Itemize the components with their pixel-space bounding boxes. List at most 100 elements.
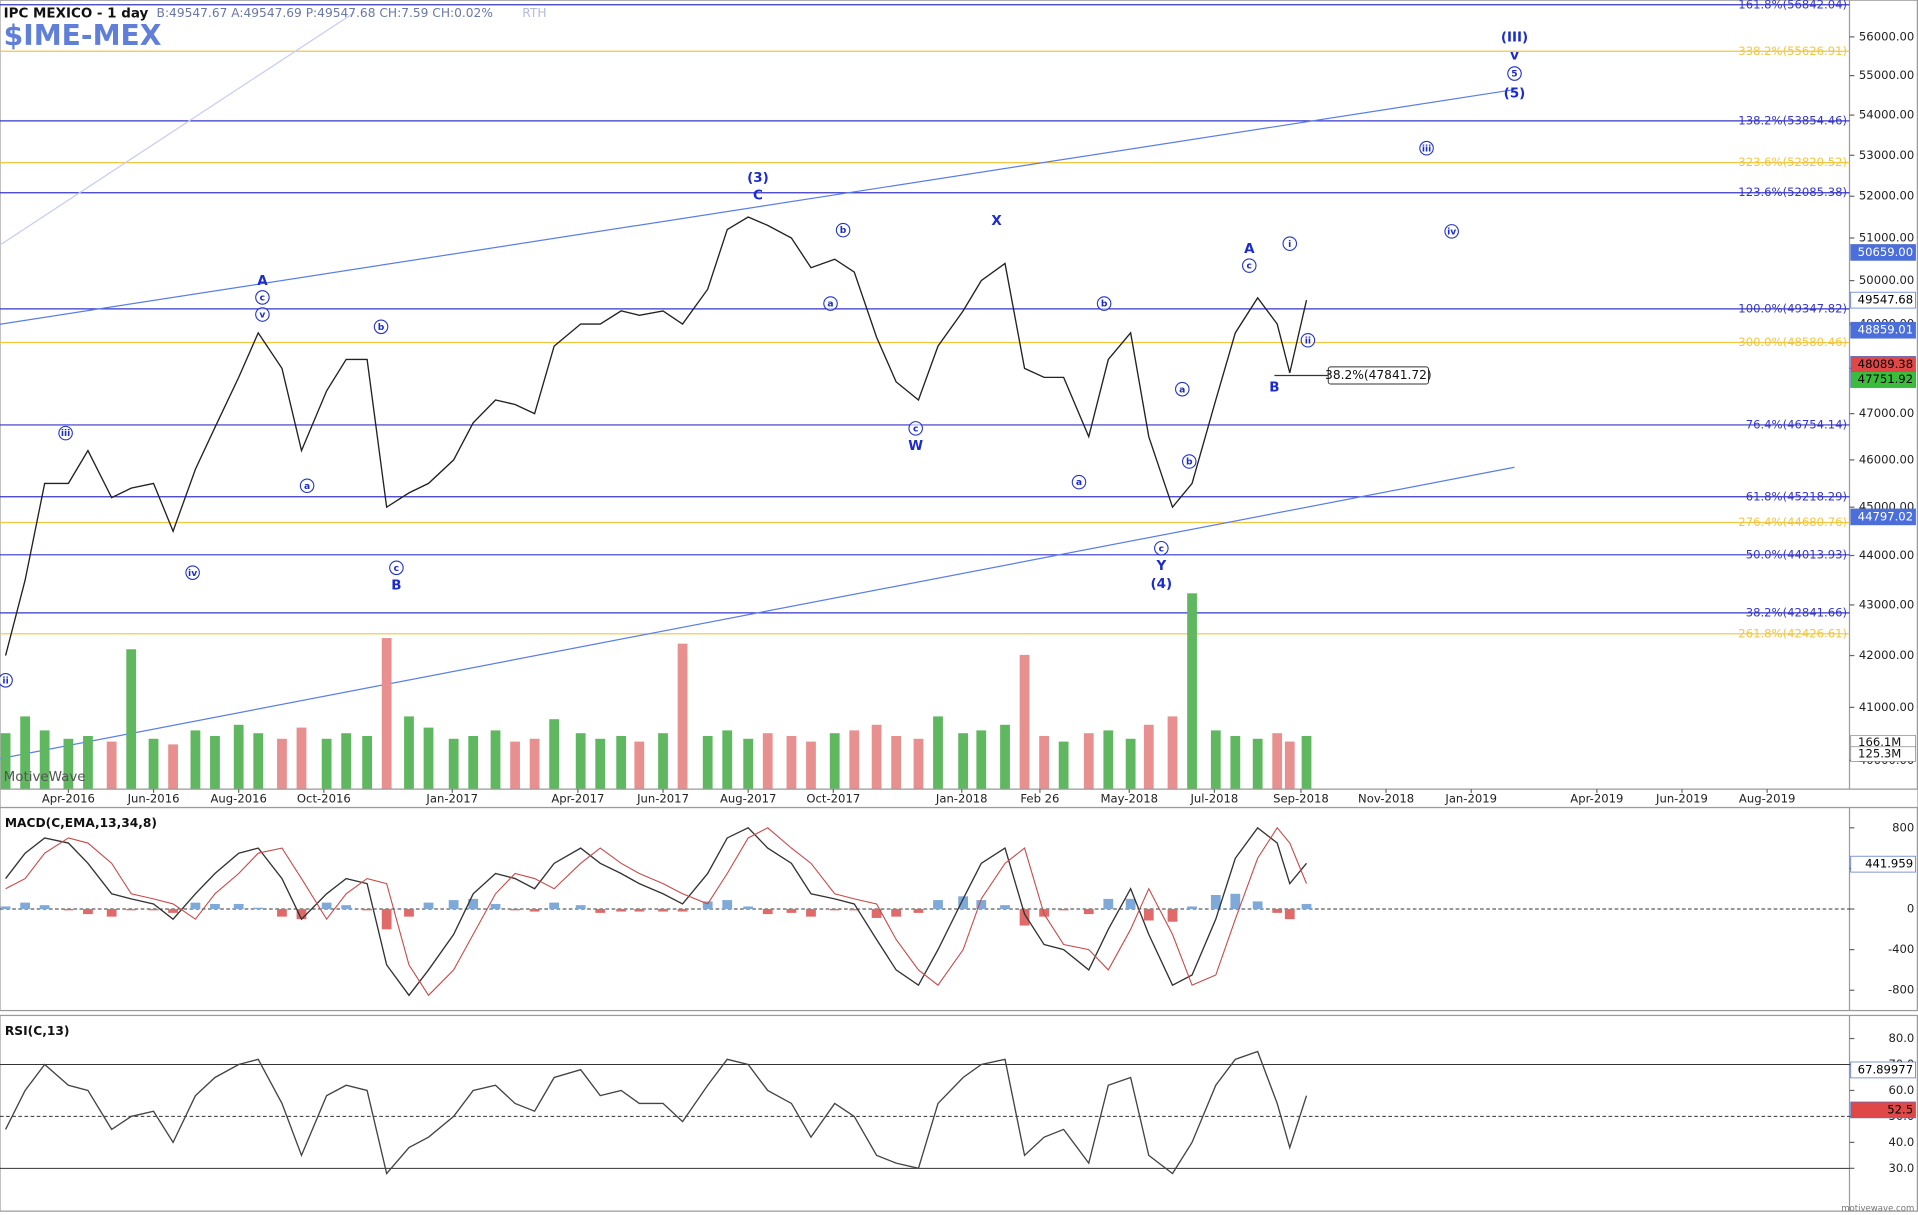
volume-bar (381, 638, 392, 790)
histogram-bar (106, 909, 117, 917)
wave-label: i (1288, 239, 1291, 250)
histogram-bar (1252, 901, 1263, 910)
volume-bar (168, 744, 178, 790)
wave-label: iv (1447, 226, 1456, 237)
fib-level-label: 161.8%(56842.04) (1738, 0, 1847, 11)
wave-label: c (913, 423, 918, 434)
histogram-bar (83, 909, 93, 915)
price-tag (1850, 1061, 1916, 1079)
y-tick-label: 800 (1892, 820, 1914, 834)
histogram-bar (490, 903, 501, 910)
y-tick-label: 43000.00 (1859, 597, 1914, 611)
y-tick-label: 30.0 (1888, 1161, 1914, 1175)
histogram-bar (362, 909, 373, 911)
volume-bar (1252, 738, 1263, 790)
y-tick-label: 47000.00 (1859, 406, 1914, 420)
wave-label: b (1186, 457, 1193, 468)
y-tick-label: -800 (1888, 983, 1914, 997)
wave-label: v (259, 310, 265, 321)
y-tick-label: 0 (1907, 902, 1914, 916)
wave-circle (1071, 474, 1087, 490)
volume-bar (933, 716, 943, 790)
trend-line (0, 466, 1515, 760)
volume-bar (490, 730, 501, 790)
histogram-bar (341, 905, 352, 910)
histogram-bar (423, 902, 434, 910)
histogram-bar (722, 900, 733, 910)
x-tick-label: Apr-2016 (42, 791, 95, 805)
fib-level-label: 300.0%(48580.46) (1738, 335, 1847, 349)
wave-label: a (1179, 384, 1185, 395)
volume-bar (1167, 716, 1178, 790)
wave-circle (1154, 540, 1169, 556)
volume-bar (341, 733, 352, 790)
volume-bar (0, 733, 11, 790)
wave-label: iii (61, 428, 70, 439)
histogram-bar (468, 898, 479, 910)
x-tick-label: Jan-2019 (1444, 791, 1497, 805)
wave-circle (255, 290, 270, 305)
quote-line: B:49547.67 A:49547.69 P:49547.68 CH:7.59… (157, 6, 493, 20)
wave-circle (835, 222, 851, 238)
volume-bar (1083, 733, 1094, 790)
wave-label: W (908, 439, 923, 454)
wave-label: b (840, 225, 847, 236)
wave-circle (1096, 296, 1112, 311)
histogram-bar (829, 909, 840, 911)
histogram-bar (63, 909, 74, 911)
wave-circle (0, 673, 13, 688)
wave-label: a (304, 481, 310, 492)
volume-tag-label: 166.1M (1858, 735, 1901, 749)
volume-bar (762, 733, 773, 790)
histogram-bar (1058, 909, 1069, 911)
y-tick-label: 55000.00 (1859, 68, 1914, 82)
trend-line (0, 11, 355, 246)
y-tick-label: 40.0 (1888, 1135, 1914, 1149)
wave-circle (389, 560, 404, 576)
wave-label: 5 (1511, 69, 1517, 80)
histogram-bar (575, 905, 586, 910)
volume-tag-label: 125.3M (1858, 747, 1901, 761)
volume-bar (510, 741, 520, 790)
volume-bar (296, 727, 307, 790)
volume-bar (743, 738, 754, 790)
symbol: $IME-MEX (4, 19, 162, 52)
y-tick-label: 50000.00 (1859, 273, 1914, 287)
y-tick-label: -400 (1888, 942, 1914, 956)
histogram-bar (448, 900, 459, 910)
histogram-bar (891, 909, 902, 917)
histogram-bar (1103, 898, 1114, 910)
x-tick-label: Sep-2018 (1273, 791, 1329, 805)
panel-title: RSI(C,13) (5, 1024, 70, 1038)
wave-circle (908, 421, 923, 436)
x-tick-label: Jun-2017 (636, 791, 689, 805)
wave-circle (1300, 332, 1316, 348)
wave-label: C (753, 188, 763, 203)
wave-label: ii (2, 675, 8, 686)
x-tick-label: Feb 26 (1020, 791, 1059, 805)
series-line (4, 1050, 1308, 1175)
volume-bar (39, 730, 50, 790)
price-tag (1850, 321, 1916, 339)
wave-label: c (260, 293, 265, 304)
histogram-bar (296, 909, 307, 920)
volume-bar (1230, 735, 1241, 790)
histogram-bar (806, 909, 816, 917)
volume-bar (976, 730, 987, 790)
histogram-bar (20, 902, 31, 910)
price-tag-label: 44797.02 (1858, 509, 1913, 523)
price-tag-label: 52.5 (1887, 1102, 1913, 1116)
price-tag-label: 67.89977 (1858, 1062, 1913, 1076)
y-tick-label: 80.0 (1888, 1031, 1914, 1045)
histogram-bar (1272, 909, 1283, 913)
volume-bar (210, 735, 220, 790)
price-tag (1850, 855, 1916, 873)
histogram-bar (702, 901, 713, 910)
histogram-bar (148, 909, 159, 911)
volume-bar (423, 727, 434, 790)
histogram-bar (39, 905, 50, 910)
wave-circle (1507, 66, 1522, 81)
volume-bar (634, 741, 645, 790)
volume-bar (958, 733, 969, 790)
